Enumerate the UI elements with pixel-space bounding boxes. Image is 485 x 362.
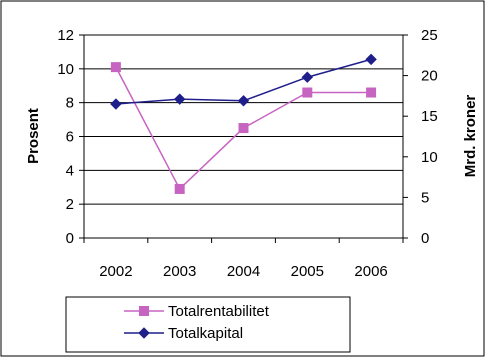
series-totalrentabilitet — [110, 62, 377, 194]
series-totalkapital — [110, 53, 377, 110]
x-tick-label: 2006 — [354, 263, 387, 280]
data-point — [173, 93, 186, 105]
right-tick-label: 20 — [421, 68, 438, 85]
y-axis-left-label: Prosent — [25, 108, 42, 164]
y-axis-right-label: Mrd. kroner — [462, 95, 479, 178]
right-axis-ticks: 0 5 10 15 20 25 — [403, 27, 438, 247]
data-point — [237, 95, 250, 107]
gridlines — [84, 34, 403, 205]
legend: Totalrentabilitet Totalkapital — [65, 296, 351, 353]
x-tick-label: 2005 — [291, 263, 324, 280]
left-axis-ticks: 0 2 4 6 8 10 12 — [57, 27, 84, 247]
right-tick-label: 15 — [421, 108, 438, 125]
right-tick-label: 10 — [421, 149, 438, 166]
left-tick-label: 8 — [66, 95, 74, 112]
legend-label: Totalkapital — [168, 325, 243, 342]
left-tick-label: 6 — [66, 129, 74, 146]
left-tick-label: 12 — [57, 27, 74, 44]
series — [110, 53, 377, 194]
left-tick-label: 2 — [66, 196, 74, 213]
data-point — [174, 183, 185, 194]
legend-item: Totalkapital — [124, 325, 243, 342]
legend-marker — [138, 327, 150, 339]
data-point — [110, 98, 122, 110]
data-point — [366, 87, 377, 98]
data-point — [301, 71, 314, 83]
left-tick-label: 0 — [66, 230, 74, 247]
legend-item: Totalrentabilitet — [124, 303, 270, 320]
data-point — [238, 123, 249, 134]
left-tick-label: 10 — [57, 61, 74, 78]
legend-label: Totalrentabilitet — [168, 303, 270, 320]
data-point — [302, 87, 313, 98]
legend-marker — [139, 306, 149, 316]
data-point — [365, 53, 377, 66]
right-tick-label: 0 — [421, 230, 429, 247]
x-axis-ticks: 2002 2003 2004 2005 2006 — [83, 238, 404, 280]
x-tick-label: 2004 — [227, 263, 260, 280]
x-tick-label: 2003 — [163, 263, 196, 280]
right-tick-label: 25 — [421, 27, 438, 44]
left-tick-label: 4 — [66, 162, 74, 179]
legend-box — [65, 296, 351, 353]
x-tick-label: 2002 — [99, 263, 132, 280]
data-point — [110, 62, 121, 73]
right-tick-label: 5 — [421, 189, 429, 206]
